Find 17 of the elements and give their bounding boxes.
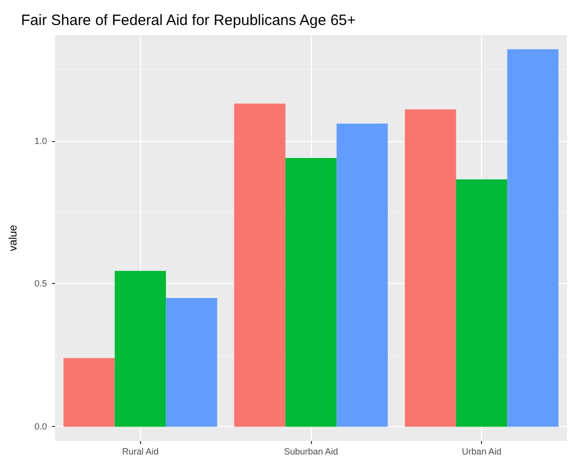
x-tick-label: Suburban Aid: [284, 446, 338, 456]
chart-title: Fair Share of Federal Aid for Republicans Age 65+: [21, 12, 356, 29]
y-axis-title: value: [8, 224, 20, 252]
x-tick-label: Rural Aid: [122, 446, 159, 456]
bar: [114, 270, 166, 427]
bar: [285, 158, 337, 427]
y-tick-label: 1.0: [34, 136, 47, 146]
x-tick-label: Urban Aid: [462, 446, 502, 456]
y-tick-label: 0.0: [34, 422, 47, 432]
bar: [166, 298, 218, 427]
bar: [234, 104, 286, 427]
bar: [507, 49, 558, 427]
bar: [64, 358, 115, 427]
bar: [404, 109, 456, 427]
bar: [456, 179, 508, 427]
y-tick-label: 0.5: [34, 278, 47, 289]
bar: [336, 124, 388, 427]
